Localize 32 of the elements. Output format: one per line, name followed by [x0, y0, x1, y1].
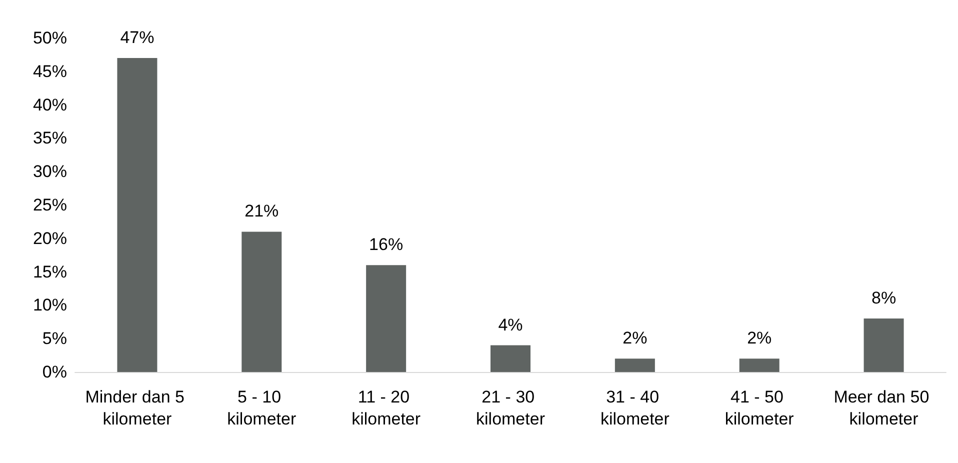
data-label: 4%	[498, 315, 523, 334]
data-label: 2%	[622, 328, 648, 348]
data-label: 8%	[871, 288, 896, 308]
x-tick-label: 31 - 40 kilometer	[600, 388, 670, 428]
y-tick-label: 15%	[32, 262, 67, 282]
bar	[490, 345, 530, 372]
x-tick-label: 21 - 30 kilometer	[476, 388, 546, 428]
bar	[366, 265, 406, 372]
y-tick-label: 20%	[32, 228, 67, 248]
bar	[117, 58, 158, 372]
x-tick-label: Meer dan 50 kilometer	[834, 388, 934, 428]
y-tick-label: 40%	[32, 95, 67, 114]
data-label: 2%	[747, 328, 772, 348]
y-tick-label: 50%	[32, 28, 67, 48]
bar	[864, 318, 904, 372]
data-label: 21%	[244, 202, 279, 221]
y-tick-label: 0%	[42, 362, 67, 382]
x-tick-label: Minder dan 5 kilometer	[85, 388, 190, 428]
x-tick-label: 5 - 10 kilometer	[227, 388, 296, 428]
x-tick-label: 11 - 20 kilometer	[352, 388, 421, 428]
bar	[242, 232, 282, 372]
bar	[739, 358, 780, 372]
y-tick-label: 5%	[42, 329, 67, 348]
y-tick-label: 30%	[32, 162, 67, 182]
y-tick-label: 35%	[32, 128, 67, 148]
bar	[614, 358, 655, 372]
data-label: 47%	[120, 28, 154, 48]
y-tick-label: 25%	[32, 196, 67, 214]
x-tick-label: 41 - 50 kilometer	[724, 388, 794, 428]
data-label: 16%	[369, 235, 404, 254]
y-tick-label: 10%	[32, 296, 67, 315]
y-tick-label: 45%	[32, 62, 67, 81]
